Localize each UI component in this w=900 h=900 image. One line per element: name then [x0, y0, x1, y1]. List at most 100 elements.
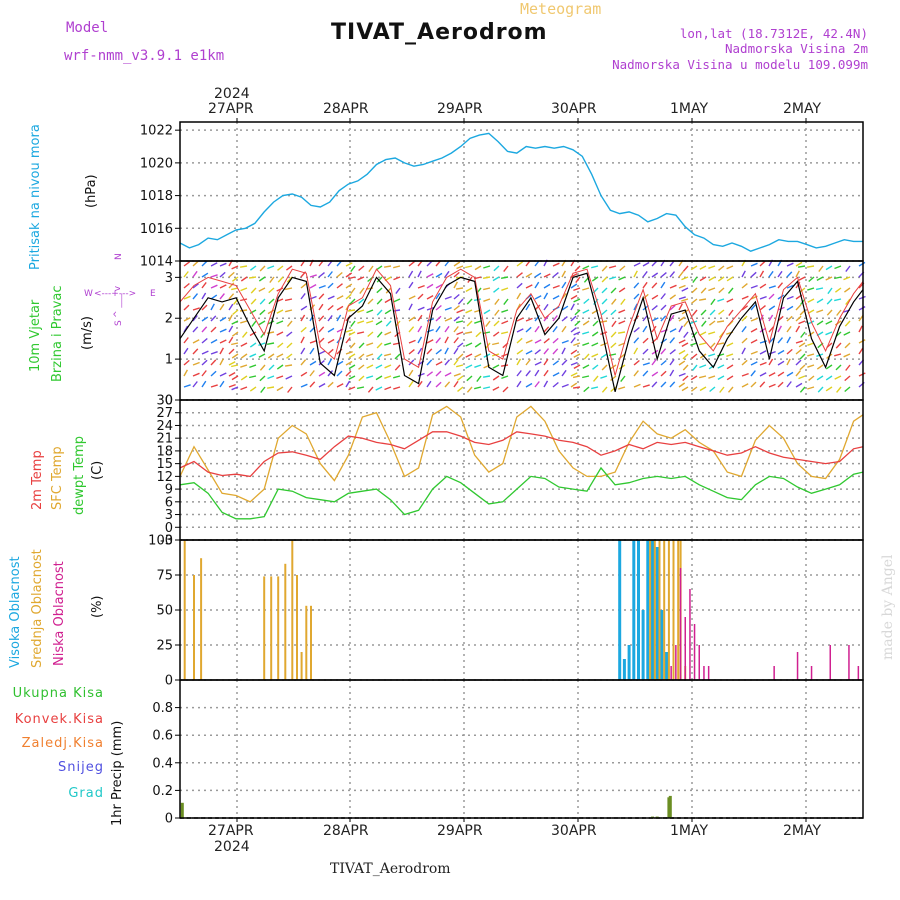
wind-arrow [633, 282, 640, 289]
wind-arrow [816, 320, 824, 326]
wind-arrow [260, 386, 266, 394]
wind-arrow [309, 340, 317, 344]
wind-arrow [786, 336, 792, 344]
precip-frozen-label: Zaledj.Kisa [21, 736, 104, 751]
cloud-mid-label: Srednja Oblacnost [30, 549, 45, 668]
wind-arrow [493, 287, 500, 293]
wind-arrow [231, 364, 239, 368]
wind-arrow [570, 372, 578, 377]
cloud-tick-label-0: 0 [165, 674, 173, 689]
wind-arrow [393, 386, 401, 390]
wind-arrow [610, 375, 617, 382]
wind-arrow [681, 342, 689, 348]
wind-arrow [708, 287, 716, 292]
wind-arrow [327, 381, 334, 388]
wind-arrow [201, 304, 208, 311]
wind-arrow [786, 305, 794, 311]
wind-arrow [228, 348, 235, 355]
wind-arrow [444, 372, 452, 377]
wind-arrow [835, 364, 842, 371]
cloud-low-label: Niska Oblacnost [52, 561, 67, 666]
bottom-day-30apr: 30APR [551, 823, 597, 839]
high-cloud-bar [618, 540, 622, 680]
wind-arrow [836, 309, 842, 316]
wind-arrow [642, 261, 650, 267]
wind-arrow [456, 331, 464, 336]
wind-arrow [453, 271, 460, 278]
wind-arrow [384, 353, 392, 357]
wind-arrow [717, 276, 725, 282]
wind-arrow [708, 375, 716, 379]
wind-arrow [858, 325, 863, 333]
temp-tick-label-10: 27 [156, 406, 173, 421]
wind-arrow [844, 386, 851, 393]
wind-arrow [599, 320, 608, 323]
wind-arrow [651, 317, 659, 322]
wind-arrow [219, 380, 225, 388]
wind-arrow [525, 272, 533, 278]
pressure-tick-label-0: 1014 [140, 255, 173, 270]
wind-arrow [759, 372, 767, 377]
wind-arrow [620, 375, 626, 383]
wind-arrow [266, 342, 275, 345]
wind-arrow [376, 276, 383, 283]
mid-cloud-bar [310, 605, 312, 680]
mid-cloud-bar [300, 652, 303, 680]
wind-arrow [573, 364, 581, 370]
wind-arrow [300, 283, 307, 289]
wind-arrow [777, 325, 783, 333]
wind-arrow [573, 331, 581, 336]
wind-arrow [799, 353, 806, 360]
wind-arrow [834, 287, 842, 293]
wind-arrow [552, 284, 560, 289]
wind-arrow [267, 309, 275, 315]
precip-tick-label-4: 0.8 [152, 701, 173, 716]
wind-arrow [408, 281, 414, 289]
wind-arrow [435, 272, 443, 278]
wind-arrow [692, 364, 698, 371]
wind-arrow [435, 361, 443, 366]
wind-arrow [669, 284, 677, 289]
wind-arrow [692, 309, 698, 316]
wind-arrow [660, 359, 667, 366]
wind-arrow [750, 327, 758, 333]
wind-arrow [816, 309, 824, 314]
wind-arrow [267, 265, 275, 270]
wind-arrow [573, 298, 581, 303]
wind-arrow [240, 320, 248, 324]
wind-arrow [651, 294, 659, 300]
wind-arrow [716, 342, 725, 345]
wind-arrow [367, 386, 374, 393]
wind-arrow [408, 339, 416, 344]
wind-arrow [561, 305, 569, 311]
model-value: wrf-nmm_v3.9.1 e1km [64, 48, 225, 64]
wind-arrow [669, 294, 677, 300]
wind-arrow [669, 271, 676, 278]
wind-arrow [534, 295, 542, 300]
top-day-28apr: 28APR [323, 101, 369, 117]
wind-arrow [366, 353, 374, 358]
wind-arrow [844, 375, 851, 382]
wind-arrow [249, 364, 257, 369]
temp-tick-label-5: 12 [156, 470, 173, 485]
wind-arrow [858, 261, 866, 267]
wind-arrow [660, 381, 667, 388]
wind-arrow [678, 296, 686, 300]
wind-arrow [318, 272, 325, 278]
wind-arrow [444, 270, 450, 278]
top-day-2may: 2MAY [783, 101, 822, 117]
wind-arrow [759, 361, 767, 366]
wind-arrow [728, 309, 734, 317]
wind-arrow [750, 361, 758, 366]
wind-arrow [651, 260, 658, 267]
wind-arrow [620, 298, 626, 306]
wind-arrow [834, 298, 842, 302]
wind-arrow [444, 306, 452, 311]
station-title: TIVAT_Aerodrom [331, 20, 548, 45]
wind-arrow [601, 309, 608, 316]
wind-arrow [309, 347, 315, 355]
wind-arrow [435, 304, 442, 311]
wind-arrow [456, 364, 464, 368]
wind-arrow [582, 375, 590, 379]
precip-tick-label-3: 0.6 [152, 729, 173, 744]
